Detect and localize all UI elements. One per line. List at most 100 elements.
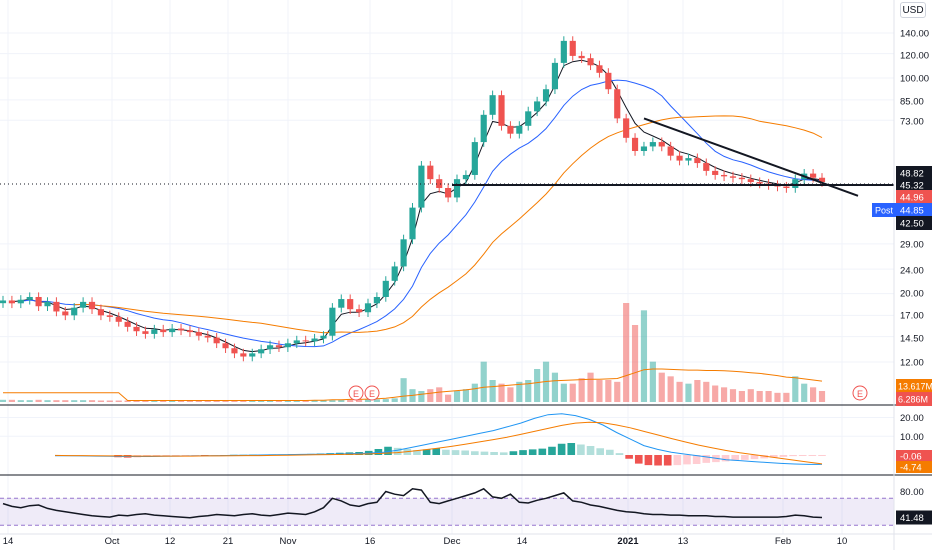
volume-bar [605, 380, 612, 402]
candle-body [293, 340, 300, 344]
moving-averages [11, 59, 823, 353]
candle-body [17, 299, 24, 304]
earnings-marker[interactable]: E [852, 385, 868, 401]
price-badge-bg [896, 190, 932, 204]
price-axis[interactable]: 140.00120.00100.0085.0073.0048.8245.3244… [872, 29, 932, 525]
drawings[interactable] [0, 117, 894, 197]
price-badge-label: 48.82 [900, 169, 924, 180]
time-tick-label: 10 [837, 536, 848, 547]
earnings-marker[interactable]: E [364, 385, 380, 401]
volume-bar [204, 400, 211, 402]
candle-body [525, 111, 532, 126]
volume-bar [62, 400, 69, 402]
candle-body [213, 337, 220, 344]
price-tick-label: 120.00 [900, 51, 929, 62]
macd-histogram-bar [442, 449, 450, 455]
candle-body [453, 179, 461, 198]
volume-bar [329, 400, 336, 402]
candle-body [685, 158, 692, 161]
price-tick-label: 14.50 [900, 334, 924, 345]
volume-bar [578, 378, 585, 402]
macd-histogram-bar [615, 453, 624, 455]
macd-tick-label: 20.00 [900, 413, 924, 424]
candle-body [587, 58, 594, 66]
volume-bar [676, 381, 683, 402]
candle-body [418, 165, 425, 208]
time-tick-label: 12 [165, 536, 176, 547]
volume-bar [525, 380, 532, 402]
macd-histogram-bar [384, 446, 392, 455]
macd-histogram-bar [162, 455, 171, 457]
price-tick-label: 17.00 [900, 311, 924, 322]
macd-histogram-bar [721, 455, 730, 462]
candle-body [240, 353, 247, 357]
candle-body [284, 343, 291, 348]
volume-bar [213, 400, 220, 402]
candle-body [338, 299, 345, 308]
candle-body [605, 72, 612, 90]
volume-bar [436, 387, 443, 402]
volume-bar [427, 389, 434, 402]
time-axis[interactable]: 14 Oct 12 21 Nov 16 Dec 14 2021 13 Feb 10 [3, 536, 848, 547]
candle-body [151, 329, 158, 334]
candle-body [516, 125, 523, 134]
macd-signal-line [54, 421, 823, 465]
volume-bar [801, 383, 808, 402]
earnings-marker-label: E [369, 389, 375, 399]
volume-bar [649, 361, 656, 402]
volume-bar [169, 400, 176, 402]
candle-body [160, 329, 167, 333]
volume-bar [177, 400, 185, 402]
candle-body [471, 142, 478, 175]
volume-badge-label: 13.617M [898, 382, 932, 392]
macd-histogram-bar [451, 450, 460, 455]
volume-bar [712, 385, 719, 402]
volume-bar [400, 378, 407, 402]
macd-histogram-bar [789, 455, 797, 457]
candle-body [498, 95, 505, 126]
volume-bar [311, 400, 318, 402]
volume-bar [596, 380, 603, 402]
volume-bar [249, 400, 256, 402]
volume-bar [347, 399, 354, 402]
candle-body [169, 328, 176, 333]
volume-bar [729, 389, 737, 402]
price-tick-label: 12.00 [900, 358, 924, 369]
price-badge-label: 44.85 [900, 206, 924, 217]
earnings-marker[interactable]: E [348, 385, 364, 401]
volume-bar [71, 400, 78, 402]
volume-bars [0, 303, 826, 402]
currency-button[interactable]: USD [900, 2, 926, 18]
volume-bar [302, 400, 309, 402]
time-tick-label: 14 [517, 536, 528, 547]
time-tick-label: 2021 [617, 536, 639, 547]
volume-bar [623, 303, 630, 402]
volume-bar [818, 391, 826, 402]
macd-histogram-bar [393, 447, 402, 455]
candle-body [640, 146, 648, 152]
post-market-tag [872, 203, 896, 217]
price-tick-label: 24.00 [900, 266, 924, 277]
candle-body [356, 309, 363, 313]
candle-body [106, 315, 113, 317]
macd-histogram-bar [769, 455, 778, 458]
candle-body [720, 174, 728, 177]
volume-bar [133, 400, 140, 402]
candle-body [44, 301, 51, 307]
candle-body [436, 179, 443, 189]
rsi-line [2, 487, 823, 519]
candle-body [26, 296, 33, 300]
candle-body [427, 165, 434, 180]
volume-bar [160, 400, 167, 402]
volume-bar [80, 400, 87, 402]
macd-histogram-bar [798, 455, 807, 456]
time-tick-label: 16 [365, 536, 376, 547]
time-tick-label: Dec [444, 536, 461, 547]
volume-bar [364, 399, 372, 402]
candle-body [275, 345, 283, 348]
earnings-marker-label: E [857, 389, 863, 399]
